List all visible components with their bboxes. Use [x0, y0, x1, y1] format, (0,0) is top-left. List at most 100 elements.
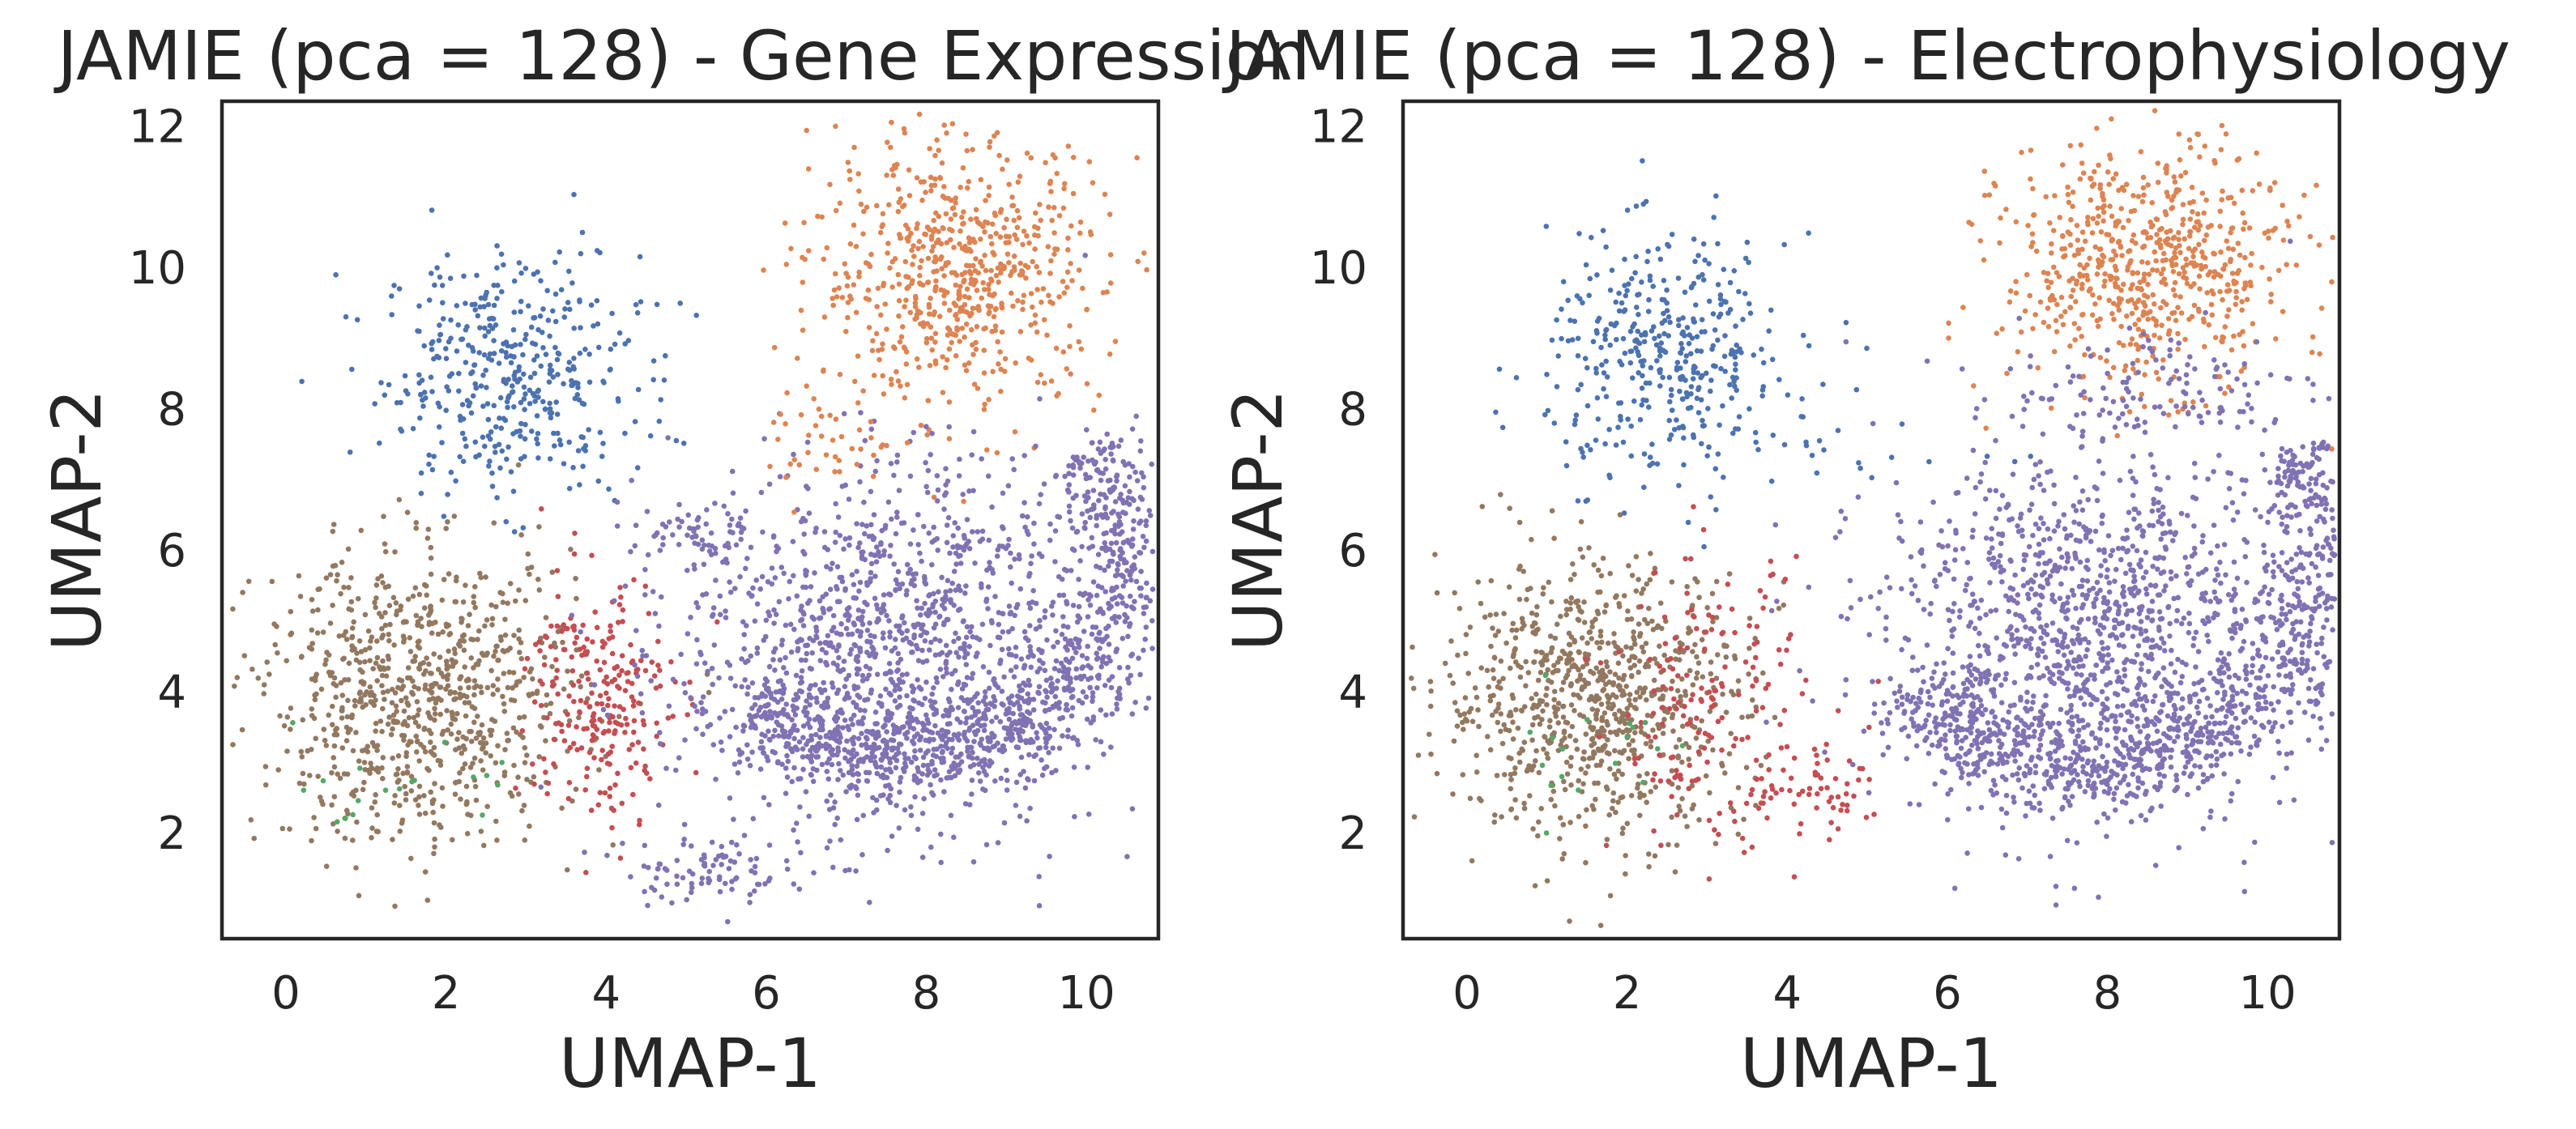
data-point: [508, 469, 514, 475]
data-point: [561, 686, 567, 692]
data-point: [1704, 370, 1709, 377]
data-point: [949, 206, 956, 211]
data-point: [981, 370, 987, 376]
data-point: [327, 620, 334, 626]
data-point: [397, 829, 403, 834]
data-point: [1716, 314, 1722, 320]
data-point: [393, 600, 399, 606]
data-point: [957, 456, 962, 462]
data-point: [1715, 337, 1721, 343]
data-point: [808, 737, 815, 743]
data-point: [1070, 155, 1077, 160]
data-point: [902, 395, 908, 401]
data-point: [872, 595, 878, 602]
data-point: [524, 752, 530, 758]
data-point: [905, 756, 911, 761]
data-point: [1698, 374, 1704, 381]
data-point: [393, 703, 399, 709]
data-point: [1064, 269, 1071, 275]
data-point: [555, 691, 561, 697]
data-point: [766, 728, 771, 735]
data-point: [928, 335, 935, 342]
data-point: [555, 430, 561, 437]
data-point: [729, 516, 735, 522]
data-point: [443, 686, 449, 692]
data-point: [1123, 510, 1128, 517]
data-point: [945, 721, 951, 727]
data-point: [834, 738, 840, 743]
data-point: [1020, 299, 1026, 305]
data-point: [903, 592, 910, 598]
data-point: [1104, 431, 1110, 437]
data-point: [1028, 651, 1034, 657]
data-point: [547, 362, 553, 369]
data-point: [277, 713, 283, 719]
data-point: [943, 364, 949, 371]
data-point: [339, 708, 345, 714]
data-point: [1641, 451, 1648, 457]
data-point: [378, 573, 385, 579]
data-point: [1012, 267, 1017, 274]
data-point: [727, 675, 734, 681]
data-point: [1720, 403, 1725, 409]
data-point: [898, 334, 905, 340]
data-point: [776, 710, 783, 717]
data-point: [701, 852, 707, 858]
data-point: [1145, 695, 1152, 701]
data-point: [473, 797, 480, 803]
data-point: [495, 658, 501, 663]
data-point: [770, 534, 777, 540]
data-point: [1693, 302, 1699, 308]
data-point: [881, 283, 886, 289]
data-point: [1785, 392, 1791, 398]
data-point: [1060, 733, 1065, 739]
data-point: [752, 870, 758, 876]
data-point: [622, 688, 629, 693]
data-point: [1055, 678, 1060, 684]
data-point: [516, 260, 522, 266]
data-point: [1120, 636, 1126, 641]
data-point: [1096, 672, 1102, 679]
data-point: [309, 747, 314, 752]
data-point: [740, 728, 746, 734]
data-point: [428, 789, 433, 795]
data-point: [976, 717, 982, 722]
data-point: [950, 331, 956, 338]
data-point: [1093, 624, 1099, 630]
data-point: [1644, 258, 1650, 265]
data-point: [693, 661, 700, 667]
data-point: [306, 645, 313, 650]
data-point: [404, 764, 411, 769]
data-point: [650, 358, 657, 364]
data-point: [416, 638, 422, 644]
data-point: [944, 522, 950, 528]
data-point: [1032, 320, 1039, 326]
data-point: [339, 745, 346, 751]
data-point: [637, 817, 642, 824]
data-point: [941, 184, 947, 190]
data-point: [275, 767, 282, 773]
data-point: [783, 670, 790, 676]
data-point: [970, 749, 975, 756]
data-point: [824, 845, 830, 851]
data-point: [791, 509, 797, 515]
data-point: [934, 268, 940, 274]
data-point: [911, 253, 917, 259]
data-point: [923, 460, 928, 466]
data-point: [724, 659, 731, 666]
data-point: [327, 572, 334, 577]
data-point: [752, 863, 758, 870]
data-point: [1077, 230, 1083, 236]
data-point: [956, 583, 962, 589]
data-point: [1039, 299, 1044, 305]
data-point: [373, 582, 380, 588]
data-point: [1614, 337, 1619, 343]
data-point: [784, 866, 791, 872]
data-point: [503, 350, 509, 356]
data-point: [1128, 653, 1134, 658]
data-point: [896, 313, 902, 319]
data-point: [855, 684, 861, 690]
data-point: [513, 785, 518, 791]
data-point: [858, 410, 864, 415]
data-point: [1629, 275, 1635, 282]
